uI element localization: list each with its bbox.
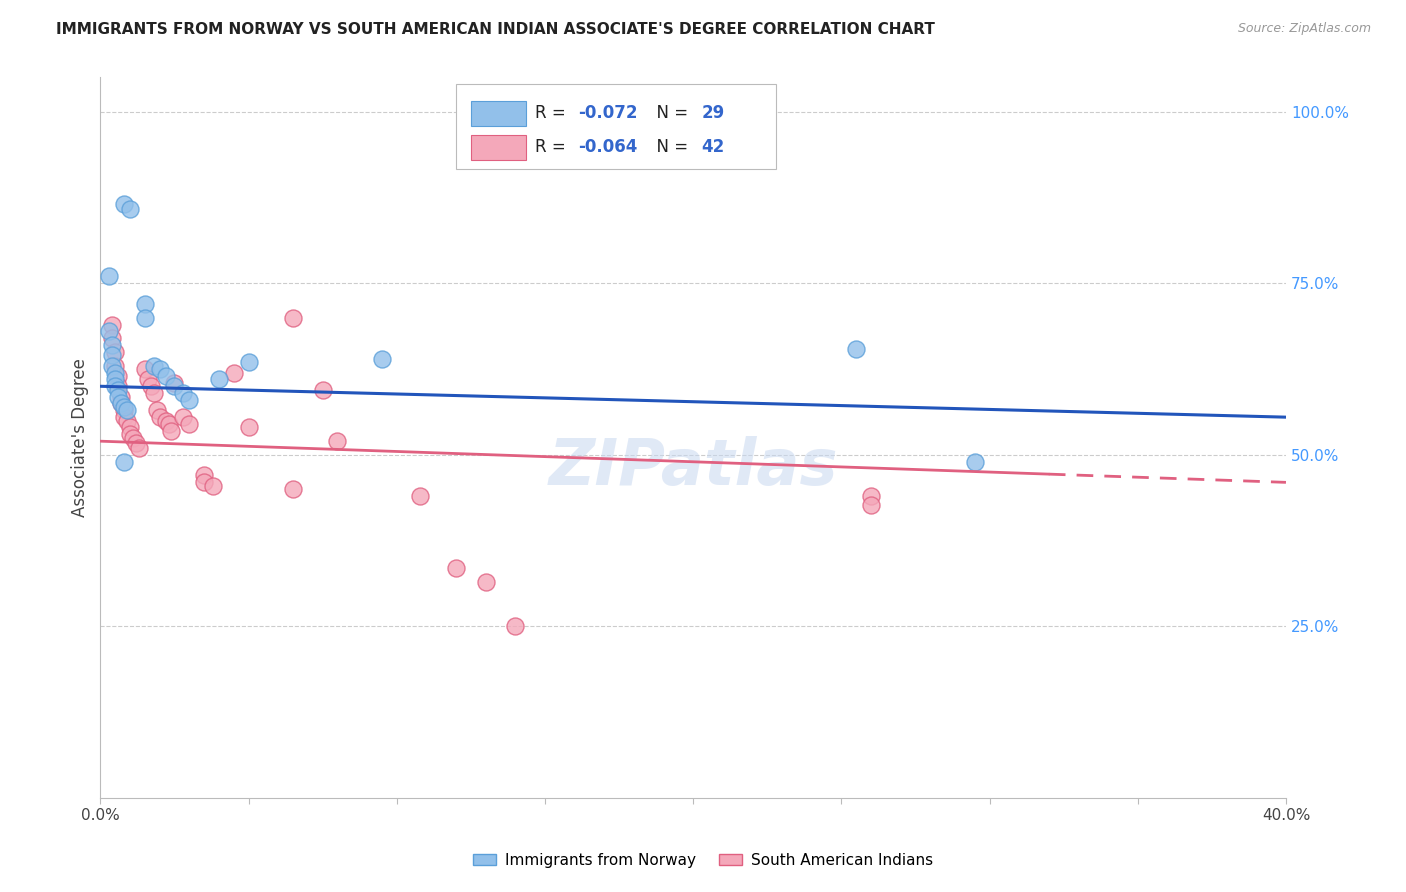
Point [238,420,260,434]
Point [128,441,150,455]
Point [281,310,304,325]
Text: -0.072: -0.072 [578,104,638,122]
Text: IMMIGRANTS FROM NORWAY VS SOUTH AMERICAN INDIAN ASSOCIATE'S DEGREE CORRELATION C: IMMIGRANTS FROM NORWAY VS SOUTH AMERICAN… [56,22,935,37]
Point [149,362,172,376]
Point [201,479,224,493]
Point [149,410,172,425]
Point [179,392,201,407]
Point [157,417,180,431]
Point [104,359,127,373]
Point [134,310,156,325]
Point [125,435,148,450]
Text: 29: 29 [702,104,724,122]
Point [208,372,231,386]
Point [118,202,141,217]
Text: ZIPatlas: ZIPatlas [548,435,838,498]
Point [98,324,121,338]
Point [110,396,132,410]
Point [142,359,165,373]
Point [110,396,132,410]
Point [859,498,882,512]
Text: 42: 42 [702,138,724,156]
Point [142,386,165,401]
Point [371,351,394,366]
Point [122,431,145,445]
Point [409,489,432,503]
Point [134,297,156,311]
Point [107,369,129,384]
Text: N =: N = [645,138,693,156]
Point [104,366,127,380]
Point [193,468,215,483]
Point [98,269,121,284]
Point [193,475,215,490]
Point [172,386,194,401]
FancyBboxPatch shape [471,101,526,126]
Point [134,362,156,376]
Point [101,338,124,352]
Point [145,403,167,417]
Point [326,434,349,449]
Point [104,345,127,359]
Point [110,390,132,404]
Point [112,410,135,425]
FancyBboxPatch shape [456,84,776,169]
Point [136,372,159,386]
Point [311,383,333,397]
Point [115,403,138,417]
Point [101,359,124,373]
Text: -0.064: -0.064 [578,138,637,156]
Text: Source: ZipAtlas.com: Source: ZipAtlas.com [1237,22,1371,36]
Point [474,574,496,589]
Point [101,348,124,362]
Point [238,355,260,369]
Legend: Immigrants from Norway, South American Indians: Immigrants from Norway, South American I… [467,847,939,873]
Point [160,424,183,438]
Point [963,455,986,469]
Point [107,390,129,404]
Point [112,400,135,414]
Point [107,379,129,393]
FancyBboxPatch shape [471,135,526,160]
Point [112,403,135,417]
Point [112,197,135,211]
Point [104,372,127,386]
Point [505,619,527,633]
Text: R =: R = [536,104,571,122]
Point [163,379,186,393]
Point [155,414,177,428]
Point [444,561,467,575]
Point [115,414,138,428]
Point [172,410,194,425]
Point [845,342,868,356]
Point [179,417,201,431]
Point [118,427,141,442]
Point [101,318,124,332]
Text: N =: N = [645,104,693,122]
Point [118,420,141,434]
Point [104,379,127,393]
Point [222,366,245,380]
Point [155,369,177,384]
Point [112,455,135,469]
Point [281,482,304,496]
Point [139,379,162,393]
Point [163,376,186,390]
Text: R =: R = [536,138,571,156]
Point [107,383,129,397]
Point [101,331,124,345]
Y-axis label: Associate's Degree: Associate's Degree [72,359,89,517]
Point [859,489,882,503]
